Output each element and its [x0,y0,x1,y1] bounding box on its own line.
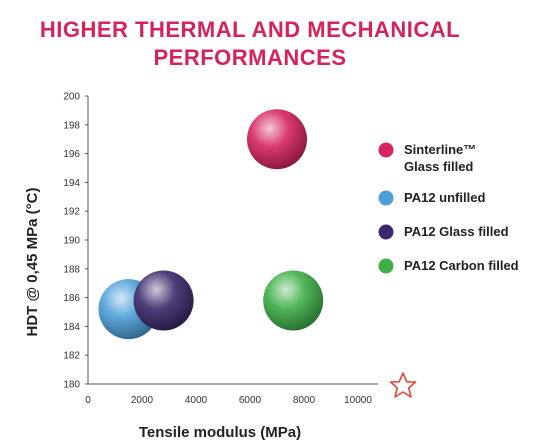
chart-axes [87,96,378,385]
y-tick-labels: 180 182 184 186 188 190 192 194 196 198 200 [63,92,88,391]
legend-label-sinterline-glass-filled: Sinterline™ [404,142,476,157]
y-tick-label: 184 [63,322,80,333]
y-tick-label: 180 [63,380,80,391]
y-tick-label: 192 [63,207,80,218]
x-tick-label: 10000 [344,395,372,406]
y-axis-label: HDT @ 0,45 MPa (°C) [24,188,41,337]
y-tick-label: 196 [63,149,80,160]
x-tick-label: 6000 [239,395,262,406]
legend-label-sinterline-glass-filled-line-2: Glass filled [404,159,473,174]
chart-title-line-2: PERFORMANCES [153,45,347,70]
legend-label-pa12-unfilled: PA12 unfilled [404,190,485,205]
x-tick-label: 8000 [293,395,316,406]
y-tick-label: 190 [63,236,80,247]
legend-marker-pa12-carbon-filled [378,258,394,274]
data-point-sinterline-glass-filled [247,109,307,170]
y-tick-label: 200 [63,92,80,103]
legend-marker-sinterline-glass-filled [378,142,394,158]
y-tick-label: 194 [63,178,80,189]
x-tick-label: 0 [85,395,91,406]
y-tick-label: 188 [63,264,80,275]
x-tick-labels: 0 2000 4000 6000 8000 10000 [85,395,372,406]
legend-marker-pa12-unfilled [378,190,394,206]
y-tick-label: 198 [63,120,80,131]
chart-title: HIGHER THERMAL AND MECHANICAL PERFORMANC… [0,16,500,72]
x-tick-label: 2000 [131,395,154,406]
legend-label-pa12-glass-filled: PA12 Glass filled [404,224,509,239]
x-axis-label: Tensile modulus (MPa) [139,424,301,441]
data-point-pa12-glass-filled [133,270,194,331]
legend: Sinterline™ Glass filled PA12 unfilled PA12… [378,142,519,274]
x-tick-label: 4000 [185,395,208,406]
data-point-pa12-carbon-filled [263,270,324,331]
star-logo-icon [389,372,417,398]
y-tick-label: 182 [63,351,80,362]
y-tick-label: 186 [63,293,80,304]
legend-label-pa12-carbon-filled: PA12 Carbon filled [404,258,519,273]
data-points [98,109,324,340]
chart-title-line-1: HIGHER THERMAL AND MECHANICAL [39,17,461,42]
legend-marker-pa12-glass-filled [378,224,394,240]
